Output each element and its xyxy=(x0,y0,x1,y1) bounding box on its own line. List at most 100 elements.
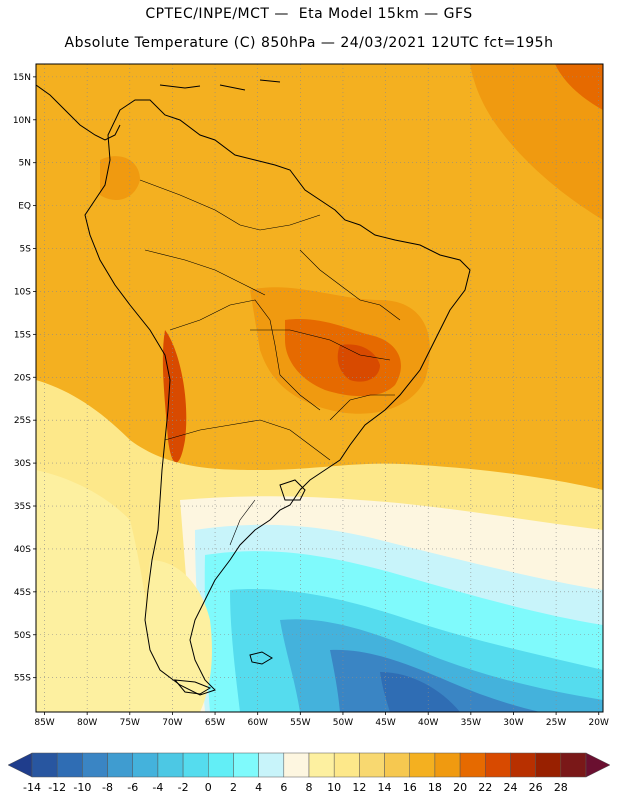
temperature-map: 15N 10N 5N EQ 5S 10S 15S 20S 25S 30S 35S 40S 45S 50S 5… xyxy=(13,63,609,728)
lat-label: 5N xyxy=(19,159,31,169)
lon-label: 35W xyxy=(461,718,481,728)
color-scale-label: -10 xyxy=(73,781,91,794)
temperature-field xyxy=(36,64,603,712)
lat-label: 55S xyxy=(14,674,31,684)
lon-label: 65W xyxy=(205,718,225,728)
lat-label: EQ xyxy=(18,202,31,212)
color-scale-cell xyxy=(560,752,587,778)
color-scale-cell xyxy=(182,752,209,778)
color-scale-label: 2 xyxy=(230,781,237,794)
lon-label: 50W xyxy=(333,718,353,728)
coastline xyxy=(36,79,471,696)
lon-label: 60W xyxy=(248,718,268,728)
color-scale-cell xyxy=(308,752,335,778)
field-coldest-band xyxy=(330,649,540,712)
color-scale-label: -4 xyxy=(152,781,163,794)
lat-label: 35S xyxy=(14,502,31,512)
color-scale-label: 10 xyxy=(327,781,341,794)
color-scale-label: -12 xyxy=(48,781,66,794)
color-scale-label: 28 xyxy=(554,781,568,794)
lat-label: 10N xyxy=(13,116,31,126)
color-scale-cell xyxy=(82,752,108,778)
caribbean-islands xyxy=(159,79,281,91)
longitude-labels: 85W 80W 75W 70W 65W 60W 55W 50W 45W 40W 35W 30W 25W 2… xyxy=(34,712,609,728)
lat-label: 40S xyxy=(14,545,31,555)
map-frame xyxy=(35,63,604,713)
lat-label: 15S xyxy=(14,330,31,340)
color-scale-cell xyxy=(434,752,461,778)
title-line-2: Absolute Temperature (C) 850hPa — 24/03/… xyxy=(64,35,554,51)
color-scale-cell xyxy=(409,752,436,778)
latitude-labels: 15N 10N 5N EQ 5S 10S 15S 20S 25S 30S 35S 40S 45S 50S 5… xyxy=(13,73,36,684)
field-coldest-core xyxy=(380,672,460,712)
color-scale-labels: -14 -12 -10 -8 -6 -4 -2 0 2 4 6 8 10 12 14 16 18 20 22 24 26… xyxy=(23,781,568,794)
lon-label: 55W xyxy=(290,718,310,728)
tierra-del-fuego xyxy=(173,679,212,695)
country-borders xyxy=(139,179,401,546)
uruguay-lagoon xyxy=(279,479,306,501)
color-scale-label: 18 xyxy=(428,781,442,794)
color-scale-label: 24 xyxy=(503,781,517,794)
lon-label: 85W xyxy=(34,718,54,728)
color-scale-low-arrow xyxy=(7,752,33,778)
lon-label: 25W xyxy=(546,718,566,728)
color-scale-cell xyxy=(535,752,562,778)
lon-label: 80W xyxy=(77,718,97,728)
lon-label: 30W xyxy=(503,718,523,728)
color-scale-cell xyxy=(333,752,360,778)
lat-label: 45S xyxy=(14,588,31,598)
lat-label: 30S xyxy=(14,459,31,469)
color-scale-cell xyxy=(359,752,385,778)
color-scale-label: 12 xyxy=(352,781,366,794)
color-scale-high-arrow xyxy=(585,752,611,778)
color-scale-cell xyxy=(132,752,159,778)
lon-label: 20W xyxy=(589,718,609,728)
color-scale-label: 26 xyxy=(529,781,543,794)
lat-label: 20S xyxy=(14,373,31,383)
color-scale-cell xyxy=(283,752,310,778)
lon-label: 45W xyxy=(375,718,395,728)
south-america-outline xyxy=(84,99,471,696)
lat-label: 5S xyxy=(20,245,32,255)
lat-label: 50S xyxy=(14,631,31,641)
color-scale-cell xyxy=(56,752,83,778)
color-scale: -14 -12 -10 -8 -6 -4 -2 0 2 4 6 8 10 12 14 16 18 20 22 24 26… xyxy=(7,752,611,794)
color-scale-cell xyxy=(485,752,511,778)
color-scale-label: -2 xyxy=(178,781,189,794)
lat-label: 25S xyxy=(14,416,31,426)
color-scale-label: 14 xyxy=(378,781,392,794)
field-hottest-interior xyxy=(337,344,380,382)
color-scale-label: 4 xyxy=(255,781,262,794)
central-america-outline xyxy=(36,84,121,141)
title-line-1: CPTEC/INPE/MCT — Eta Model 15km — GFS xyxy=(145,6,473,22)
lat-label: 15N xyxy=(13,73,31,83)
field-warm-atlantic xyxy=(470,64,603,220)
field-hot-atlantic xyxy=(555,64,603,110)
lon-label: 75W xyxy=(120,718,140,728)
color-scale-cell xyxy=(107,752,133,778)
lat-label: 10S xyxy=(14,287,31,297)
color-scale-cell xyxy=(31,752,58,778)
color-scale-label: -14 xyxy=(23,781,41,794)
color-scale-label: -8 xyxy=(102,781,113,794)
lon-label: 70W xyxy=(162,718,182,728)
lon-label: 40W xyxy=(418,718,438,728)
color-scale-cell xyxy=(459,752,486,778)
color-scale-label: 22 xyxy=(478,781,492,794)
color-scale-cell xyxy=(208,752,234,778)
color-scale-label: 8 xyxy=(306,781,313,794)
color-scale-cell xyxy=(157,752,184,778)
field-colombia-warm xyxy=(100,156,140,200)
field-patagonia xyxy=(148,560,212,712)
color-scale-cell xyxy=(510,752,536,778)
color-scale-label: -6 xyxy=(127,781,138,794)
color-scale-label: 16 xyxy=(403,781,417,794)
color-scale-cell xyxy=(233,752,259,778)
color-scale-label: 0 xyxy=(205,781,212,794)
field-andes-warm xyxy=(162,330,187,463)
grid-lines xyxy=(36,64,603,712)
color-scale-label: 20 xyxy=(453,781,467,794)
falklands xyxy=(249,651,273,665)
field-pacific-mild xyxy=(36,470,160,712)
color-scale-label: 6 xyxy=(280,781,287,794)
